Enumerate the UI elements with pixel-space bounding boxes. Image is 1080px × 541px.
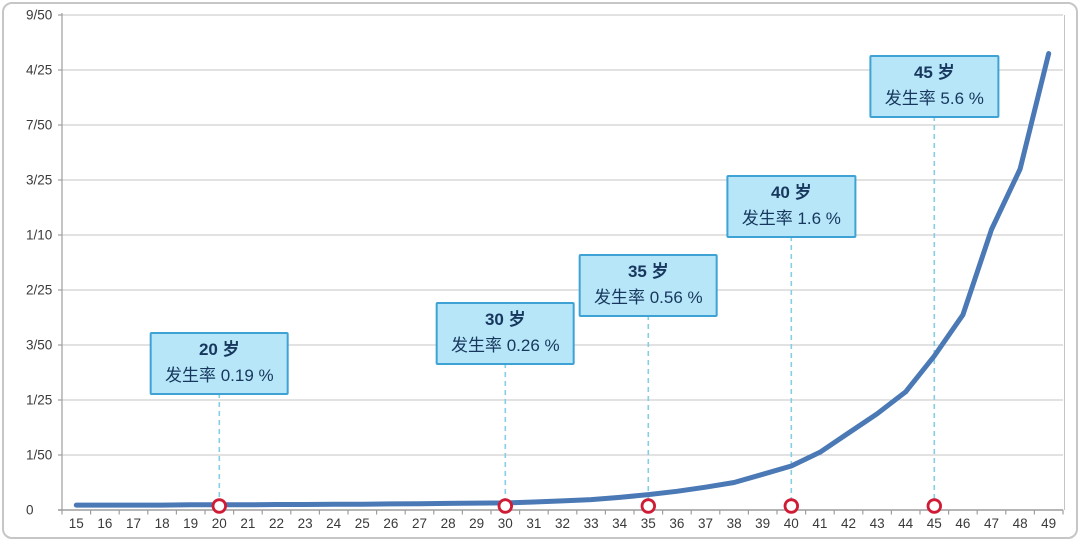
age-marker-circle-30 bbox=[497, 498, 514, 514]
x-tick-label: 21 bbox=[240, 516, 255, 531]
callout-age-title: 30 岁 bbox=[484, 310, 526, 329]
callout-rate-label: 发生率 0.26 % bbox=[450, 335, 560, 355]
callout-age-title: 40 岁 bbox=[770, 183, 812, 202]
x-tick-label: 47 bbox=[984, 516, 999, 531]
callout-rate-label: 发生率 5.6 % bbox=[884, 88, 984, 108]
x-tick-label: 30 bbox=[498, 516, 513, 531]
x-tick-label: 33 bbox=[584, 516, 599, 531]
x-tick-label: 26 bbox=[383, 516, 398, 531]
x-tick-label: 29 bbox=[469, 516, 484, 531]
x-tick-label: 22 bbox=[269, 516, 284, 531]
callout-35: 35 岁发生率 0.56 % bbox=[578, 254, 718, 317]
x-tick-label: 45 bbox=[927, 516, 942, 531]
callout-rate-label: 发生率 0.19 % bbox=[164, 365, 274, 385]
callout-age-title: 20 岁 bbox=[198, 340, 240, 359]
y-tick-label: 3/25 bbox=[26, 173, 52, 188]
x-tick-label: 38 bbox=[727, 516, 742, 531]
x-tick-label: 24 bbox=[326, 516, 342, 531]
x-tick-label: 25 bbox=[355, 516, 370, 531]
incidence-rate-curve bbox=[73, 51, 1052, 508]
callout-40: 40 岁发生率 1.6 % bbox=[726, 175, 856, 238]
x-tick-label: 18 bbox=[155, 516, 170, 531]
x-tick-label: 36 bbox=[669, 516, 684, 531]
callout-age-title: 35 岁 bbox=[627, 262, 669, 281]
y-tick-label: 4/25 bbox=[26, 63, 52, 78]
y-tick-label: 3/50 bbox=[26, 338, 52, 353]
callout-20: 20 岁发生率 0.19 % bbox=[149, 332, 289, 395]
x-tick-label: 44 bbox=[898, 516, 914, 531]
callout-30: 30 岁发生率 0.26 % bbox=[435, 302, 575, 365]
x-tick-label: 31 bbox=[526, 516, 541, 531]
x-tick-label: 39 bbox=[755, 516, 770, 531]
x-tick-label: 43 bbox=[870, 516, 885, 531]
x-tick-label: 46 bbox=[955, 516, 970, 531]
x-tick-label: 48 bbox=[1013, 516, 1028, 531]
x-tick-label: 20 bbox=[212, 516, 227, 531]
x-tick-label: 19 bbox=[183, 516, 198, 531]
age-marker-circle-45 bbox=[926, 498, 943, 514]
y-tick-label: 1/50 bbox=[26, 448, 52, 463]
x-tick-label: 34 bbox=[612, 516, 628, 531]
x-tick-label: 15 bbox=[69, 516, 84, 531]
y-tick-label: 1/10 bbox=[26, 228, 52, 243]
x-tick-label: 37 bbox=[698, 516, 713, 531]
y-tick-label: 1/25 bbox=[26, 393, 52, 408]
x-tick-label: 23 bbox=[298, 516, 313, 531]
x-tick-label: 35 bbox=[641, 516, 656, 531]
callout-rate-label: 发生率 0.56 % bbox=[593, 287, 703, 307]
callout-45: 45 岁发生率 5.6 % bbox=[869, 55, 999, 118]
y-tick-label: 7/50 bbox=[26, 118, 52, 133]
age-marker-circle-35 bbox=[640, 498, 657, 514]
x-tick-label: 28 bbox=[441, 516, 456, 531]
y-tick-label: 2/25 bbox=[26, 283, 52, 298]
x-tick-label: 41 bbox=[812, 516, 827, 531]
x-tick-label: 49 bbox=[1041, 516, 1056, 531]
callout-age-title: 45 岁 bbox=[913, 63, 955, 82]
callout-rate-label: 发生率 1.6 % bbox=[741, 208, 841, 228]
y-tick-label: 9/50 bbox=[26, 8, 52, 23]
x-tick-label: 27 bbox=[412, 516, 427, 531]
x-tick-label: 32 bbox=[555, 516, 570, 531]
x-tick-label: 16 bbox=[97, 516, 112, 531]
age-marker-circle-40 bbox=[783, 498, 800, 514]
y-tick-label: 0 bbox=[26, 503, 34, 518]
x-tick-label: 17 bbox=[126, 516, 141, 531]
x-tick-label: 42 bbox=[841, 516, 856, 531]
x-tick-label: 40 bbox=[784, 516, 799, 531]
age-marker-circle-20 bbox=[211, 498, 228, 514]
